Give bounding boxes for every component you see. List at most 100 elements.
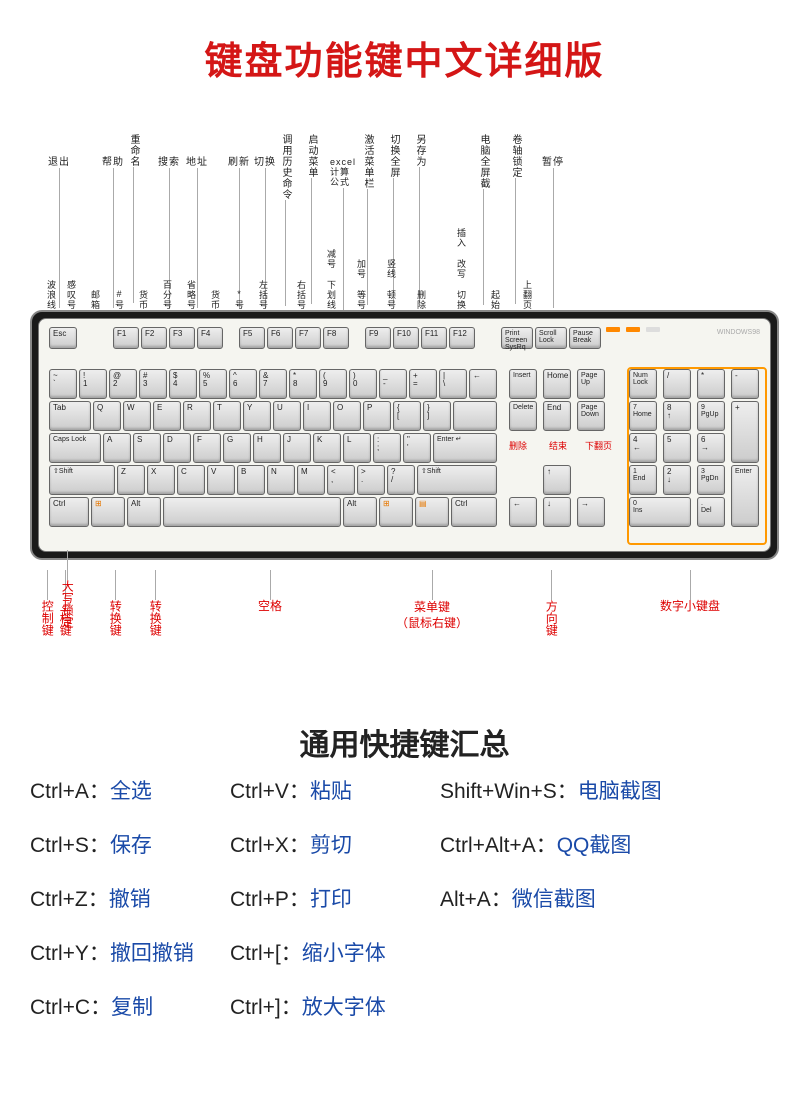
key-z[interactable]: Z bbox=[117, 465, 145, 495]
key-tab[interactable]: Tab bbox=[49, 401, 91, 431]
key-→[interactable]: → bbox=[577, 497, 605, 527]
key-ctrl[interactable]: Ctrl bbox=[451, 497, 497, 527]
key-&7[interactable]: & 7 bbox=[259, 369, 287, 399]
key-5[interactable]: 5 bbox=[663, 433, 691, 463]
key-@2[interactable]: @ 2 bbox=[109, 369, 137, 399]
key-n[interactable]: N bbox=[267, 465, 295, 495]
key-↑[interactable]: ↑ bbox=[543, 465, 571, 495]
key-4←[interactable]: 4 ← bbox=[629, 433, 657, 463]
key-$4[interactable]: $ 4 bbox=[169, 369, 197, 399]
key-alt[interactable]: Alt bbox=[127, 497, 161, 527]
key-1end[interactable]: 1 End bbox=[629, 465, 657, 495]
key-.del[interactable]: . Del bbox=[697, 497, 725, 527]
key-pageup[interactable]: Page Up bbox=[577, 369, 605, 399]
key-←[interactable]: ← bbox=[509, 497, 537, 527]
key-_-[interactable]: _ - bbox=[379, 369, 407, 399]
key-:;[interactable]: : ; bbox=[373, 433, 401, 463]
key->.[interactable]: > . bbox=[357, 465, 385, 495]
key-⇧shift[interactable]: ⇧Shift bbox=[417, 465, 497, 495]
key-f10[interactable]: F10 bbox=[393, 327, 419, 349]
key-delete[interactable]: Delete bbox=[509, 401, 537, 431]
key-w[interactable]: W bbox=[123, 401, 151, 431]
key-|\[interactable]: | \ bbox=[439, 369, 467, 399]
key-i[interactable]: I bbox=[303, 401, 331, 431]
key-b[interactable]: B bbox=[237, 465, 265, 495]
key-f4[interactable]: F4 bbox=[197, 327, 223, 349]
key-q[interactable]: Q bbox=[93, 401, 121, 431]
key-9pgup[interactable]: 9 PgUp bbox=[697, 401, 725, 431]
key--[interactable]: - bbox=[731, 369, 759, 399]
key-enter[interactable]: Enter bbox=[731, 465, 759, 527]
key-⊞[interactable]: ⊞ bbox=[379, 497, 413, 527]
key-+=[interactable]: + = bbox=[409, 369, 437, 399]
key-⊞[interactable]: ⊞ bbox=[91, 497, 125, 527]
key-f7[interactable]: F7 bbox=[295, 327, 321, 349]
key-y[interactable]: Y bbox=[243, 401, 271, 431]
key-g[interactable]: G bbox=[223, 433, 251, 463]
key-f1[interactable]: F1 bbox=[113, 327, 139, 349]
key-7home[interactable]: 7 Home bbox=[629, 401, 657, 431]
key-end[interactable]: End bbox=[543, 401, 571, 431]
key-x[interactable]: X bbox=[147, 465, 175, 495]
key-/[interactable]: / bbox=[663, 369, 691, 399]
key-u[interactable]: U bbox=[273, 401, 301, 431]
key-2↓[interactable]: 2 ↓ bbox=[663, 465, 691, 495]
key-blank[interactable] bbox=[163, 497, 341, 527]
key-*8[interactable]: * 8 bbox=[289, 369, 317, 399]
key-!1[interactable]: ! 1 bbox=[79, 369, 107, 399]
key-⇧shift[interactable]: ⇧Shift bbox=[49, 465, 115, 495]
key-f9[interactable]: F9 bbox=[365, 327, 391, 349]
key-m[interactable]: M bbox=[297, 465, 325, 495]
key-f3[interactable]: F3 bbox=[169, 327, 195, 349]
key-(9[interactable]: ( 9 bbox=[319, 369, 347, 399]
key-^6[interactable]: ^ 6 bbox=[229, 369, 257, 399]
key-e[interactable]: E bbox=[153, 401, 181, 431]
key-p[interactable]: P bbox=[363, 401, 391, 431]
key-enter↵[interactable]: Enter ↵ bbox=[433, 433, 497, 463]
key-↓[interactable]: ↓ bbox=[543, 497, 571, 527]
key-f[interactable]: F bbox=[193, 433, 221, 463]
key-ctrl[interactable]: Ctrl bbox=[49, 497, 89, 527]
key-h[interactable]: H bbox=[253, 433, 281, 463]
key-printscreensysrq[interactable]: Print Screen SysRq bbox=[501, 327, 533, 349]
key-{[[interactable]: { [ bbox=[393, 401, 421, 431]
key-home[interactable]: Home bbox=[543, 369, 571, 399]
key-c[interactable]: C bbox=[177, 465, 205, 495]
key-3pgdn[interactable]: 3 PgDn bbox=[697, 465, 725, 495]
key-6→[interactable]: 6 → bbox=[697, 433, 725, 463]
key-t[interactable]: T bbox=[213, 401, 241, 431]
key-alt[interactable]: Alt bbox=[343, 497, 377, 527]
key-~`[interactable]: ~ ` bbox=[49, 369, 77, 399]
key-pagedown[interactable]: Page Down bbox=[577, 401, 605, 431]
key-<,[interactable]: < , bbox=[327, 465, 355, 495]
key-j[interactable]: J bbox=[283, 433, 311, 463]
key-numlock[interactable]: Num Lock bbox=[629, 369, 657, 399]
key-k[interactable]: K bbox=[313, 433, 341, 463]
key-f6[interactable]: F6 bbox=[267, 327, 293, 349]
key-f12[interactable]: F12 bbox=[449, 327, 475, 349]
key-l[interactable]: L bbox=[343, 433, 371, 463]
key-insert[interactable]: Insert bbox=[509, 369, 537, 399]
key-blank[interactable] bbox=[453, 401, 497, 431]
key-pausebreak[interactable]: Pause Break bbox=[569, 327, 601, 349]
key-capslock[interactable]: Caps Lock bbox=[49, 433, 101, 463]
key-a[interactable]: A bbox=[103, 433, 131, 463]
key-0ins[interactable]: 0 Ins bbox=[629, 497, 691, 527]
key-8↑[interactable]: 8 ↑ bbox=[663, 401, 691, 431]
key-r[interactable]: R bbox=[183, 401, 211, 431]
key-f11[interactable]: F11 bbox=[421, 327, 447, 349]
key-f8[interactable]: F8 bbox=[323, 327, 349, 349]
key-▤[interactable]: ▤ bbox=[415, 497, 449, 527]
key-*[interactable]: * bbox=[697, 369, 725, 399]
key-}][interactable]: } ] bbox=[423, 401, 451, 431]
key-o[interactable]: O bbox=[333, 401, 361, 431]
key-+[interactable]: + bbox=[731, 401, 759, 463]
key-%5[interactable]: % 5 bbox=[199, 369, 227, 399]
key-f5[interactable]: F5 bbox=[239, 327, 265, 349]
key-←[interactable]: ← bbox=[469, 369, 497, 399]
key-d[interactable]: D bbox=[163, 433, 191, 463]
key-#3[interactable]: # 3 bbox=[139, 369, 167, 399]
key-?/[interactable]: ? / bbox=[387, 465, 415, 495]
key-scrolllock[interactable]: Scroll Lock bbox=[535, 327, 567, 349]
key-)0[interactable]: ) 0 bbox=[349, 369, 377, 399]
